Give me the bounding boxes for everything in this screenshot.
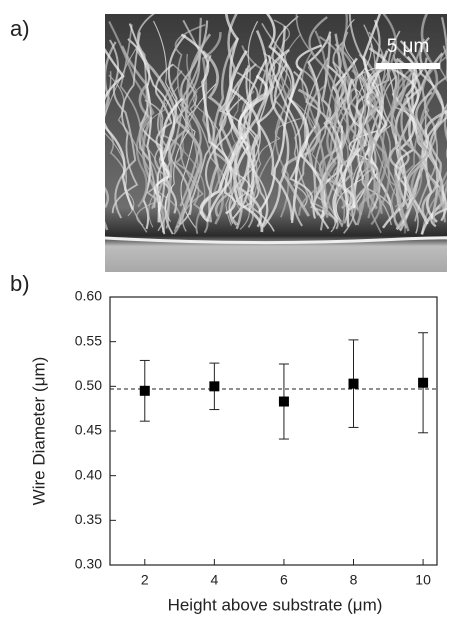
wire	[153, 20, 190, 222]
wire	[381, 57, 402, 208]
wire	[139, 83, 174, 235]
x-tick-label: 6	[280, 572, 288, 588]
wire	[201, 67, 248, 218]
plot-frame	[109, 296, 438, 566]
wire	[246, 46, 277, 228]
y-tick-label: 0.35	[75, 511, 102, 527]
wire	[192, 82, 232, 226]
wire	[105, 41, 117, 208]
wire	[339, 14, 383, 214]
wire	[128, 23, 176, 235]
y-tick-label: 0.40	[75, 466, 102, 482]
wire	[267, 54, 330, 230]
y-tick-label: 0.60	[75, 288, 102, 304]
wire	[119, 24, 182, 235]
wire	[415, 91, 442, 223]
wire	[320, 33, 349, 208]
panel-label: a)	[10, 16, 30, 41]
wire	[251, 19, 291, 217]
wire	[166, 33, 212, 218]
wire	[332, 43, 372, 221]
wire	[398, 38, 445, 210]
wire	[424, 109, 447, 223]
substrate-edge	[105, 236, 447, 245]
x-tick-label: 4	[210, 572, 218, 588]
wire	[390, 55, 447, 227]
scale-bar-label: 5 μm	[387, 36, 430, 57]
wire	[393, 98, 428, 232]
wire	[202, 50, 227, 223]
wire	[348, 14, 377, 226]
wire	[321, 43, 358, 219]
point	[278, 396, 289, 407]
wire	[430, 126, 447, 228]
y-tick-label: 0.55	[75, 332, 102, 348]
x-axis-label: Height above substrate (μm)	[168, 595, 383, 614]
wire	[180, 83, 217, 229]
y-tick-label: 0.45	[75, 422, 102, 438]
y-tick-label: 0.30	[75, 556, 102, 572]
wire	[319, 61, 357, 231]
x-tick-label: 2	[141, 572, 149, 588]
wire	[390, 70, 423, 229]
wire	[201, 31, 224, 225]
wire	[154, 63, 174, 213]
wire	[180, 33, 233, 222]
point	[348, 378, 359, 389]
x-tick-label: 8	[350, 572, 358, 588]
scale-bar	[376, 63, 440, 69]
panel-label: b)	[10, 271, 30, 296]
wire	[172, 63, 204, 232]
wire	[111, 32, 141, 214]
wire	[410, 14, 439, 214]
wire	[361, 75, 397, 216]
wire	[295, 14, 346, 228]
wire	[105, 221, 109, 231]
wire	[258, 44, 323, 213]
wire	[229, 71, 259, 226]
wire	[108, 20, 155, 208]
point	[418, 377, 429, 388]
wire	[179, 17, 202, 207]
wire	[321, 35, 354, 209]
wire	[308, 16, 359, 210]
wire	[261, 25, 290, 228]
wire	[363, 50, 395, 217]
wire	[293, 70, 330, 227]
point	[139, 385, 150, 396]
wire	[105, 47, 134, 211]
sem-texture	[105, 14, 447, 245]
wire	[414, 45, 447, 222]
wire	[368, 47, 426, 231]
y-tick-label: 0.50	[75, 377, 102, 393]
point	[209, 381, 220, 392]
wire	[334, 73, 384, 227]
wire	[359, 70, 382, 226]
wire	[135, 47, 203, 225]
wire	[351, 69, 387, 216]
wire	[293, 57, 329, 207]
wire	[225, 14, 261, 210]
wire	[421, 102, 447, 210]
wire	[228, 20, 260, 224]
y-axis-label: Wire Diameter (μm)	[29, 357, 48, 506]
wire	[232, 65, 258, 220]
wire	[432, 170, 447, 225]
wire	[419, 37, 447, 219]
x-tick-label: 10	[415, 572, 431, 588]
